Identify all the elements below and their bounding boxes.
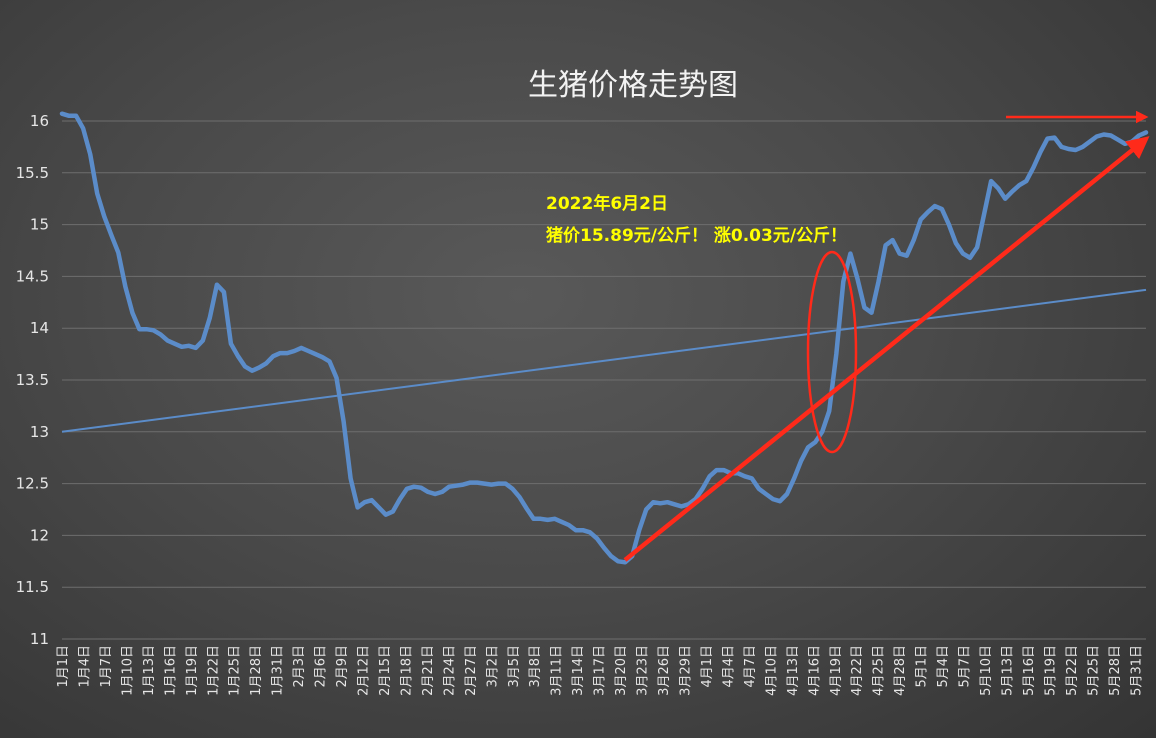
y-tick-label: 15.5 <box>16 164 49 182</box>
x-tick-label: 1月1日 <box>56 645 71 688</box>
x-tick-label: 1月19日 <box>185 645 200 696</box>
x-tick-label: 5月4日 <box>936 645 951 688</box>
x-tick-label: 3月11日 <box>550 645 565 696</box>
x-tick-label: 2月6日 <box>314 645 329 688</box>
y-tick-label: 16 <box>30 112 49 130</box>
x-tick-label: 1月28日 <box>249 645 264 696</box>
x-tick-label: 1月16日 <box>163 645 178 696</box>
x-tick-label: 2月9日 <box>335 645 350 688</box>
x-tick-label: 5月19日 <box>1043 645 1058 696</box>
x-tick-label: 5月7日 <box>958 645 973 688</box>
x-tick-label: 3月29日 <box>678 645 693 696</box>
y-tick-label: 13 <box>30 423 49 441</box>
x-tick-label: 5月28日 <box>1108 645 1123 696</box>
x-tick-label: 5月13日 <box>1000 645 1015 696</box>
y-tick-label: 11 <box>30 630 49 648</box>
x-tick-label: 2月15日 <box>378 645 393 696</box>
y-tick-label: 11.5 <box>16 578 49 596</box>
x-tick-label: 2月3日 <box>292 645 307 688</box>
x-tick-label: 3月23日 <box>636 645 651 696</box>
x-tick-label: 2月18日 <box>399 645 414 696</box>
annotation-date: 2022年6月2日 <box>546 193 668 214</box>
trend-line <box>61 288 1147 433</box>
x-tick-label: 3月20日 <box>614 645 629 696</box>
x-tick-label: 3月26日 <box>657 645 672 696</box>
x-axis-ticks: 1月1日 1月4日 1月7日 1月10日 1月13日 1月16日 1月19日 1月22日 1月2… <box>56 645 1144 696</box>
x-tick-label: 4月16日 <box>807 645 822 696</box>
x-tick-label: 5月25日 <box>1086 645 1101 696</box>
x-tick-label: 3月5日 <box>507 645 522 688</box>
x-tick-label: 4月22日 <box>850 645 865 696</box>
x-tick-label: 4月19日 <box>829 645 844 696</box>
x-tick-label: 4月7日 <box>743 645 758 688</box>
y-tick-label: 12.5 <box>16 475 49 493</box>
x-tick-label: 3月2日 <box>485 645 500 688</box>
x-tick-label: 4月28日 <box>893 645 908 696</box>
series-line-price <box>59 111 1149 565</box>
x-tick-label: 2月21日 <box>421 645 436 696</box>
rising-arrow <box>623 136 1150 562</box>
highlight-ellipse <box>806 250 858 454</box>
gridlines <box>62 120 1146 640</box>
y-tick-label: 14 <box>30 319 49 337</box>
y-tick-label: 14.5 <box>16 267 49 285</box>
x-tick-label: 2月24日 <box>442 645 457 696</box>
y-tick-label: 13.5 <box>16 371 49 389</box>
x-tick-label: 5月1日 <box>915 645 930 688</box>
x-tick-label: 2月12日 <box>357 645 372 696</box>
x-tick-label: 5月10日 <box>979 645 994 696</box>
x-tick-label: 4月13日 <box>786 645 801 696</box>
x-tick-label: 4月4日 <box>721 645 736 688</box>
x-tick-label: 5月16日 <box>1022 645 1037 696</box>
x-tick-label: 2月27日 <box>464 645 479 696</box>
x-tick-label: 1月31日 <box>271 645 286 696</box>
y-tick-label: 15 <box>30 216 49 234</box>
x-tick-label: 5月22日 <box>1065 645 1080 696</box>
x-tick-label: 1月13日 <box>142 645 157 696</box>
chart-title: 生猪价格走势图 <box>528 68 738 103</box>
x-tick-label: 1月4日 <box>77 645 92 688</box>
x-tick-label: 1月25日 <box>228 645 243 696</box>
x-tick-label: 5月31日 <box>1129 645 1144 696</box>
x-tick-label: 3月14日 <box>571 645 586 696</box>
x-tick-label: 3月8日 <box>528 645 543 688</box>
y-tick-label: 12 <box>30 526 49 544</box>
annotation-price: 猪价15.89元/公斤！ 涨0.03元/公斤！ <box>546 225 847 246</box>
x-tick-label: 1月7日 <box>99 645 114 688</box>
x-tick-label: 4月10日 <box>764 645 779 696</box>
x-tick-label: 4月1日 <box>700 645 715 688</box>
x-tick-label: 3月17日 <box>593 645 608 696</box>
x-tick-label: 1月22日 <box>206 645 221 696</box>
y-axis-ticks: 11 11.5 12 12.5 13 13.5 14 14.5 15 15.5 16 <box>16 112 49 648</box>
x-tick-label: 1月10日 <box>120 645 135 696</box>
x-tick-label: 4月25日 <box>872 645 887 696</box>
